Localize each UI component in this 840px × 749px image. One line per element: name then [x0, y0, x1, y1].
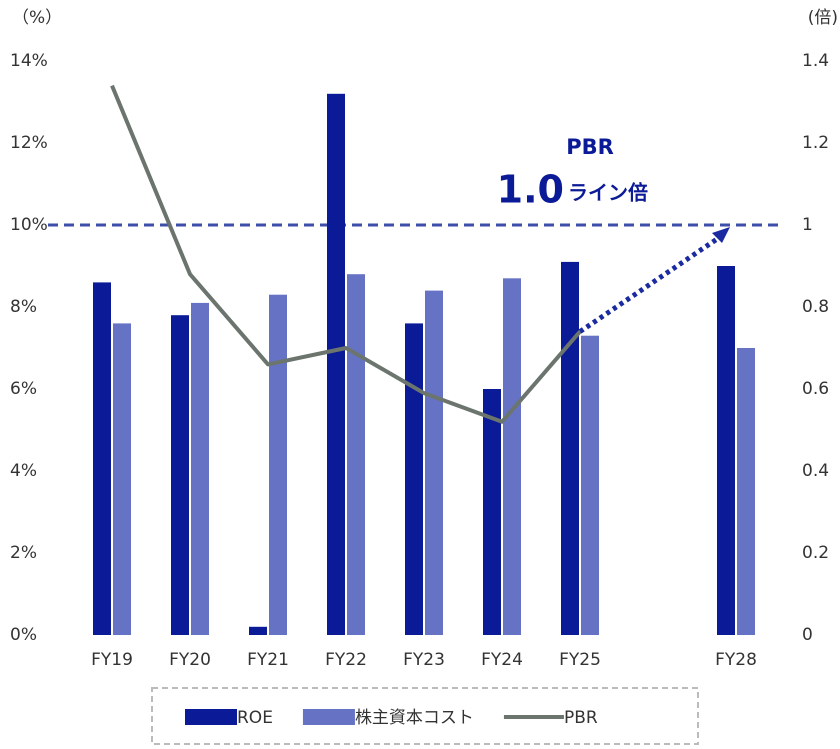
- y2-tick-label: 0.6: [802, 379, 829, 399]
- x-tick-label: FY22: [325, 650, 367, 670]
- x-tick-label: FY23: [403, 650, 445, 670]
- y2-tick-label: 0: [802, 625, 813, 645]
- bar: [483, 389, 501, 635]
- bar: [347, 274, 365, 635]
- y-tick-label: 10%: [10, 215, 48, 235]
- y-tick-label: 14%: [10, 51, 48, 71]
- y2-tick-label: 0.2: [802, 543, 829, 563]
- x-tick-label: FY25: [559, 650, 601, 670]
- legend-swatch: [185, 709, 237, 725]
- x-tick-label: FY24: [481, 650, 523, 670]
- line: [110, 84, 582, 424]
- bar: [191, 302, 209, 635]
- bar: [581, 335, 599, 635]
- legend-label: ROE: [237, 708, 273, 728]
- bar: [113, 323, 131, 635]
- bar: [269, 294, 287, 635]
- y-axis-unit: （%）: [12, 8, 62, 28]
- legend-label: 株主資本コスト: [355, 708, 474, 728]
- annotation-text: ライン倍: [568, 181, 648, 205]
- bar: [171, 315, 189, 635]
- x-tick-label: FY28: [715, 650, 757, 670]
- bar: [561, 261, 579, 635]
- x-tick-label: FY20: [169, 650, 211, 670]
- legend-swatch: [302, 709, 355, 725]
- y-tick-label: 8%: [10, 297, 37, 317]
- y2-tick-label: 0.4: [802, 461, 829, 481]
- projection-arrow: [578, 234, 722, 334]
- x-tick-label: FY21: [247, 650, 289, 670]
- y2-tick-label: 1.4: [802, 51, 829, 71]
- bar: [405, 323, 423, 635]
- bar: [717, 266, 735, 635]
- y2-tick-label: 1.2: [802, 133, 829, 153]
- arrow-head: [712, 227, 730, 243]
- y-tick-label: 12%: [10, 133, 48, 153]
- bar: [737, 348, 755, 635]
- annotation-pbr: PBR: [566, 135, 614, 159]
- bar: [327, 93, 345, 636]
- bar: [249, 626, 267, 635]
- y2-tick-label: 0.8: [802, 297, 829, 317]
- y-tick-label: 2%: [10, 543, 37, 563]
- y2-axis-unit: (倍): [808, 8, 838, 28]
- bar: [503, 278, 521, 635]
- legend-label: PBR: [564, 708, 598, 728]
- legend-box: [151, 687, 699, 745]
- y-tick-label: 4%: [10, 461, 37, 481]
- y2-tick-label: 1: [802, 215, 813, 235]
- x-tick-label: FY19: [91, 650, 133, 670]
- y-tick-label: 0%: [10, 625, 37, 645]
- bar: [93, 282, 111, 635]
- annotation-value: 1.0: [497, 168, 564, 212]
- bar: [425, 290, 443, 635]
- y-tick-label: 6%: [10, 379, 37, 399]
